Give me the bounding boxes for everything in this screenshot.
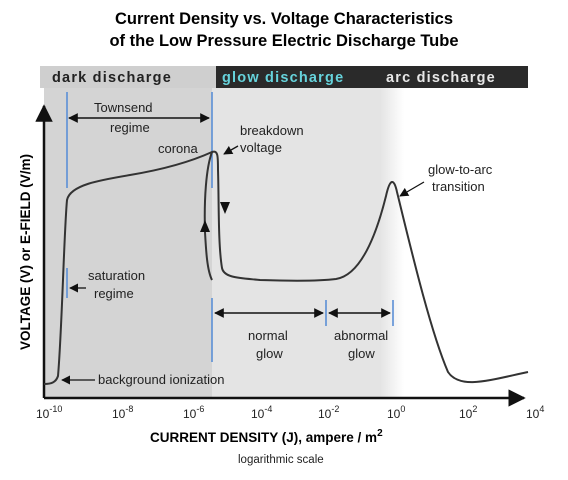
- label-abnormal-line2: glow: [348, 346, 375, 361]
- x-tick-label: 102: [459, 404, 477, 421]
- y-axis-title: VOLTAGE (V) or E-FIELD (V/m): [18, 154, 33, 350]
- x-tick-label: 10-6: [183, 404, 204, 421]
- label-breakdown-line1: breakdown: [240, 123, 304, 138]
- x-tick-label: 10-8: [112, 404, 133, 421]
- x-tick-label: 104: [526, 404, 544, 421]
- glow-to-arc-fade: [380, 88, 404, 398]
- label-normal-line1: normal: [248, 328, 288, 343]
- band-label-arc: arc discharge: [386, 70, 496, 86]
- label-townsend-line1: Townsend: [94, 100, 153, 115]
- label-abnormal-line1: abnormal: [334, 328, 388, 343]
- band-label-dark: dark discharge: [52, 70, 172, 86]
- band-label-glow: glow discharge: [222, 70, 344, 86]
- label-saturation-line2: regime: [94, 286, 134, 301]
- label-townsend-line2: regime: [110, 120, 150, 135]
- x-tick-label: 10-4: [251, 404, 272, 421]
- x-tick-label: 10-10: [36, 404, 62, 421]
- label-normal-line2: glow: [256, 346, 283, 361]
- x-tick-label: 100: [387, 404, 405, 421]
- label-corona: corona: [158, 141, 199, 156]
- x-tick-labels: 10-10 10-8 10-6 10-4 10-2 100 102 104: [36, 404, 544, 421]
- label-glow-to-arc-line2: transition: [432, 179, 485, 194]
- x-axis-scale-note: logarithmic scale: [238, 454, 324, 466]
- label-breakdown-line2: voltage: [240, 140, 282, 155]
- x-tick-label: 10-2: [318, 404, 339, 421]
- label-saturation-line1: saturation: [88, 268, 145, 283]
- label-background-ionization: background ionization: [98, 372, 224, 387]
- x-axis-title: CURRENT DENSITY (J), ampere / m2: [150, 428, 383, 445]
- label-glow-to-arc-line1: glow-to-arc: [428, 162, 493, 177]
